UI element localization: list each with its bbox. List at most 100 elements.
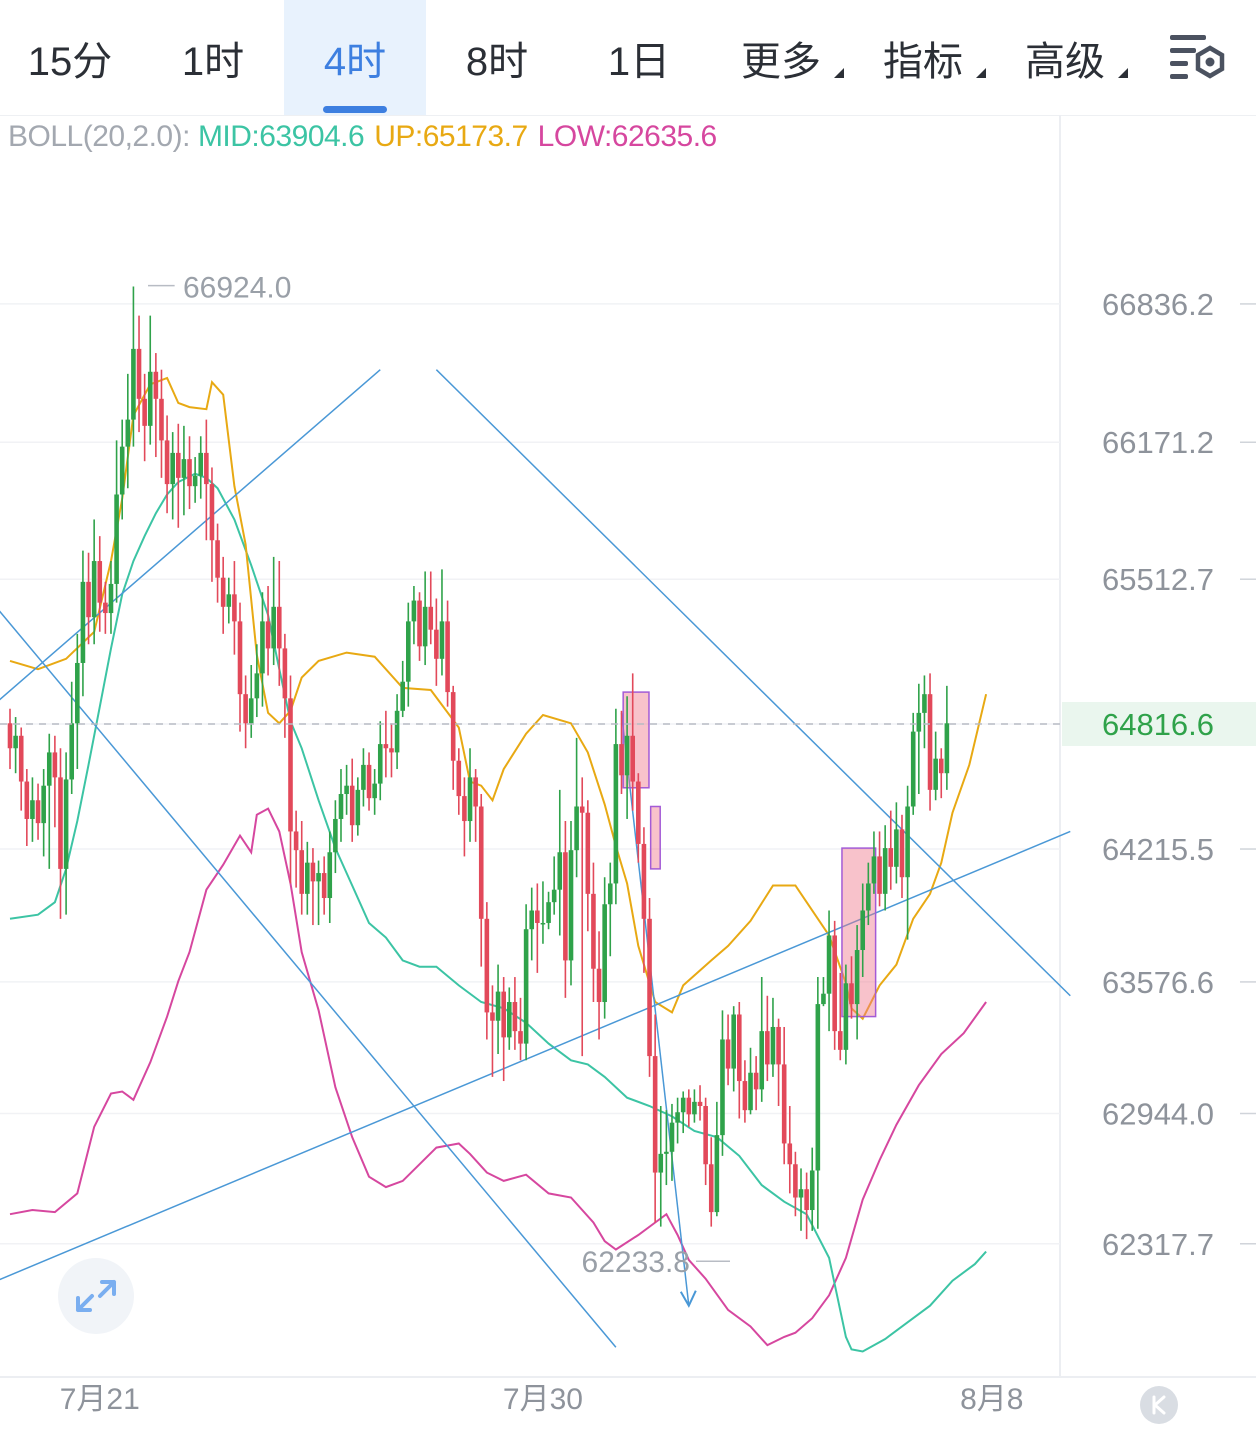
candle-body — [765, 1031, 770, 1065]
candle-body — [377, 744, 383, 784]
candle-body — [725, 1039, 731, 1069]
candle-body — [91, 561, 97, 618]
high-marker-label: 66924.0 — [183, 272, 291, 305]
candle-body — [647, 918, 652, 1057]
candle-body — [333, 818, 338, 853]
tab-label: 4时 — [323, 39, 387, 84]
candle-body — [512, 1002, 518, 1032]
tab-label: 1时 — [181, 39, 245, 84]
y-tick-label: 65512.7 — [1102, 562, 1214, 597]
candle-body — [703, 1106, 708, 1165]
y-tick-label: 63576.6 — [1102, 965, 1214, 1000]
k-letter-icon[interactable] — [1140, 1386, 1178, 1424]
candle-body — [142, 398, 147, 426]
candle-body — [506, 1002, 512, 1038]
active-tab-indicator — [323, 106, 387, 113]
candle-body — [147, 371, 153, 426]
candle-body — [888, 848, 894, 867]
highlight-box — [649, 805, 661, 870]
tab-label: 8时 — [465, 39, 529, 84]
tab-8h[interactable]: 8时 — [426, 0, 568, 115]
candle-body — [164, 440, 170, 485]
candle-body — [737, 1014, 742, 1082]
tab-1h[interactable]: 1时 — [142, 0, 284, 115]
candle-body — [602, 904, 607, 1003]
x-tick-label: 7月21 — [60, 1383, 140, 1416]
candle-body — [753, 1072, 759, 1090]
y-tick-label: 62944.0 — [1102, 1097, 1214, 1132]
candle-body — [821, 993, 826, 1005]
boll-up-value: UP:65173.7 — [374, 120, 528, 153]
candle-body — [198, 452, 204, 476]
candlestick-chart[interactable]: 66836.2 66171.2 65512.7 64215.5 63576.6 62944… — [0, 115, 1256, 1426]
candle-body — [232, 594, 237, 622]
candle-body — [546, 902, 551, 923]
arrow-head — [679, 1290, 697, 1308]
dropdown-corner-icon — [976, 68, 986, 78]
candle-body — [456, 760, 462, 797]
tab-label: 15分 — [27, 39, 113, 84]
candle-body — [305, 862, 310, 894]
candle-body — [254, 673, 260, 699]
tab-indicators[interactable]: 指标 — [852, 0, 994, 115]
candle-body — [316, 873, 321, 882]
candle-body — [349, 785, 355, 826]
boll-low-value: LOW:62635.6 — [537, 120, 718, 153]
candle-body — [613, 744, 619, 884]
candle-body — [563, 852, 568, 961]
candle-body — [170, 452, 175, 485]
candle-body — [344, 785, 349, 795]
candle-body — [574, 806, 579, 851]
candle-body — [742, 1081, 748, 1111]
candle-body — [686, 1097, 692, 1115]
candle-body — [389, 748, 394, 753]
candle-body — [108, 583, 114, 614]
candle-body — [181, 459, 187, 478]
candle-body — [321, 873, 327, 899]
tab-4h[interactable]: 4时 — [284, 0, 426, 115]
y-tick-label: 66836.2 — [1102, 287, 1214, 322]
trend-line — [0, 369, 381, 701]
candle-body — [24, 781, 30, 819]
candle-body — [299, 850, 305, 894]
candle-body — [899, 829, 905, 878]
candle-body — [854, 950, 860, 1005]
current-price-label: 64816.6 — [1102, 707, 1214, 742]
candle-body — [490, 1012, 495, 1021]
candle-body — [815, 1004, 821, 1171]
candle-body — [417, 600, 422, 647]
tab-1d[interactable]: 1日 — [568, 0, 710, 115]
candle-body — [215, 540, 220, 578]
candle-body — [720, 1039, 725, 1136]
candle-body — [905, 806, 910, 878]
candle-body — [540, 922, 546, 925]
candle-body — [843, 983, 849, 1050]
candle-body — [450, 692, 456, 761]
candle-body — [153, 371, 159, 399]
candle-body — [473, 777, 478, 807]
candle-body — [366, 764, 372, 799]
dropdown-corner-icon — [834, 68, 844, 78]
candle-body — [114, 494, 119, 584]
candle-body — [176, 452, 181, 478]
candle-body — [535, 910, 540, 923]
candle-body — [80, 581, 86, 663]
boll-mid-band — [9, 472, 987, 1353]
candle-body — [445, 621, 450, 693]
tab-more[interactable]: 更多 — [710, 0, 852, 115]
chart-settings-icon[interactable] — [1168, 32, 1228, 84]
candle-body — [327, 852, 333, 899]
candle-body — [276, 606, 282, 649]
candle-body — [422, 606, 428, 647]
candle-body — [355, 789, 361, 826]
candle-body — [192, 475, 198, 487]
timeframe-tabbar: 15分 1时 4时 8时 1日 更多 指标 高级 — [0, 0, 1256, 116]
candle-body — [922, 694, 927, 713]
tab-15min[interactable]: 15分 — [0, 0, 140, 115]
candle-body — [220, 577, 226, 607]
candle-body — [243, 694, 248, 724]
candle-body — [697, 1101, 703, 1107]
candle-body — [69, 723, 75, 780]
expand-arrows-icon[interactable] — [58, 1258, 134, 1334]
tab-advanced[interactable]: 高级 — [994, 0, 1136, 115]
